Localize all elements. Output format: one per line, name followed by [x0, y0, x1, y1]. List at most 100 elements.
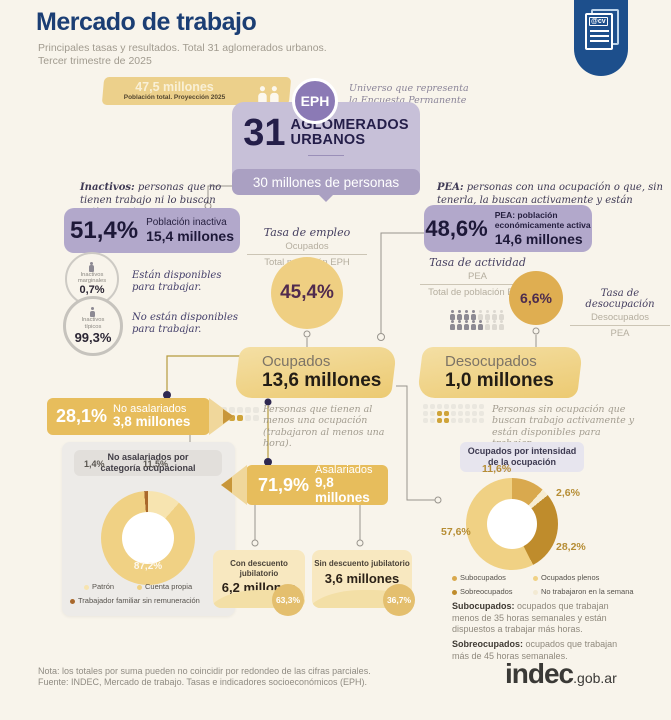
decor-dot	[437, 404, 442, 409]
tasa-actividad-formula: PEA Total de población EPH	[420, 271, 535, 298]
panel-title-line1: No asalariados por	[107, 452, 189, 463]
universe-number: 31	[243, 112, 286, 154]
sin-descuento-amount: 3,6 millones	[324, 570, 400, 586]
label-ocupados-plenos: 57,6%	[441, 526, 471, 538]
decor-dot	[237, 407, 243, 413]
legend-label: Trabajador familiar sin remuneración	[78, 596, 200, 605]
inactivos-tipicos-rate: 99,3%	[74, 329, 112, 345]
person-icon	[478, 320, 483, 330]
tasa-actividad-numerator: PEA	[467, 271, 487, 282]
asalariados-pencil: 71,9% Asalariados 9,8 millones	[246, 464, 388, 505]
ocupados-banner: Ocupados 13,6 millones	[233, 347, 398, 398]
label-cuenta-propia: 87,2%	[133, 561, 163, 572]
legend-dot	[70, 598, 75, 604]
inactivos-tipicos-note: No están disponibles para trabajar.	[132, 312, 239, 335]
person-icon	[499, 310, 504, 320]
tasa-desocupacion-title: Tasa de desocupación	[585, 288, 655, 310]
desocupados-banner: Desocupados 1,0 millones	[416, 347, 584, 398]
decor-dot	[458, 411, 463, 416]
decor-dot	[437, 418, 442, 423]
decor-dot	[465, 404, 470, 409]
person-icon	[457, 310, 462, 320]
pea-stat: 48,6% PEA: población económicamente acti…	[424, 205, 592, 252]
ocupados-title: Ocupados	[262, 353, 331, 370]
inactivos-rate: 51,4%	[70, 216, 139, 244]
cv-document-icon: @cv	[585, 13, 613, 50]
person-icon	[492, 310, 497, 320]
inactivos-marginales-note: Están disponibles para trabajar.	[132, 270, 222, 293]
legend-label: Ocupados plenos	[541, 573, 600, 582]
tasa-desocupacion-formula: Desocupados PEA	[570, 312, 670, 339]
tasa-empleo-circle: 45,4%	[271, 257, 343, 329]
no-asalariados-label: No asalariados	[113, 403, 187, 416]
page-subtitle-line1: Principales tasas y resultados. Total 31…	[38, 42, 327, 54]
tasa-desocupacion-block: Tasa de desocupación Desocupados PEA	[570, 288, 670, 339]
sobreocupados-text: ocupados que trabajan más de 45 horas se…	[452, 639, 618, 661]
decor-dot	[444, 418, 449, 423]
cv-badge-text: @cv	[589, 17, 608, 26]
person-icon	[89, 307, 95, 318]
person-icon	[492, 320, 497, 330]
population-value: 47,5 millones	[135, 80, 214, 94]
decor-dot	[444, 404, 449, 409]
person-icon	[88, 261, 94, 272]
tasa-actividad-denominator: Total de población EPH	[420, 284, 535, 298]
pea-label-line1: PEA: población	[494, 210, 558, 221]
decor-dot	[472, 418, 477, 423]
legend-label: No trabajaron en la semana	[541, 587, 634, 596]
subocupados-text: ocupados que trabajan menos de 35 horas …	[452, 601, 609, 635]
decor-dot	[245, 407, 251, 413]
label-trabajador-familiar: 1,4%	[84, 459, 105, 469]
no-asalariados-rate: 28,1%	[56, 406, 108, 426]
inactivos-tipicos-circle: Inactivos típicos 99,3%	[63, 296, 123, 356]
decor-dot	[423, 411, 428, 416]
decor-dot	[465, 411, 470, 416]
legend-label: Sobreocupados	[460, 587, 513, 596]
population-people-icons	[258, 81, 282, 112]
legend-patron: Patrón	[84, 582, 114, 591]
decor-dot	[229, 415, 235, 421]
person-icon	[258, 86, 267, 104]
decor-dot	[479, 418, 484, 423]
subocupados-term: Subocupados:	[452, 601, 515, 611]
decor-dot	[458, 404, 463, 409]
ilegend-sobreocupados: Sobreocupados	[452, 587, 513, 596]
label-no-trabajaron: 2,6%	[556, 487, 580, 499]
ocupados-amount: 13,6 millones	[262, 370, 382, 392]
page-subtitle-line2: Tercer trimestre de 2025	[38, 55, 152, 67]
categoria-donut	[101, 491, 195, 585]
sin-descuento-share: 36,7%	[383, 584, 415, 616]
universe-strip: 30 millones de personas	[232, 169, 420, 202]
tasa-desocupacion-numerator: Desocupados	[590, 312, 650, 323]
inactivos-tipicos-name: Inactivos típicos	[81, 317, 105, 330]
universe-title-line2: URBANOS	[290, 132, 366, 149]
decor-dot	[229, 407, 235, 413]
legend-dot	[452, 575, 457, 581]
pea-people-icons	[450, 310, 510, 330]
person-icon	[464, 310, 469, 320]
decor-dot	[458, 418, 463, 423]
person-icon	[471, 320, 476, 330]
population-banner: 47,5 millones Población total. Proyecció…	[101, 77, 292, 105]
indec-logo-main: indec	[505, 658, 574, 689]
decor-dot	[237, 415, 243, 421]
person-icon	[485, 320, 490, 330]
person-icon	[499, 320, 504, 330]
ilegend-no-trabajaron: No trabajaron en la semana	[533, 587, 634, 596]
decor-dot	[465, 418, 470, 423]
person-icon	[450, 310, 455, 320]
legend-label: Patrón	[92, 582, 115, 591]
decor-dot	[444, 411, 449, 416]
pea-definition-term: PEA:	[437, 182, 464, 193]
person-icon	[450, 320, 455, 330]
label-sobreocupados: 28,2%	[556, 541, 586, 553]
label-subocupados: 11,6%	[482, 463, 512, 475]
sobreocupados-term: Sobreocupados:	[452, 639, 524, 649]
person-icon	[471, 310, 476, 320]
legend-cuenta-propia: Cuenta propia	[137, 582, 192, 591]
decor-dot	[245, 415, 251, 421]
decor-dot	[437, 411, 442, 416]
tasa-actividad-title: Tasa de actividad	[429, 256, 526, 269]
legend-dot	[452, 589, 457, 595]
